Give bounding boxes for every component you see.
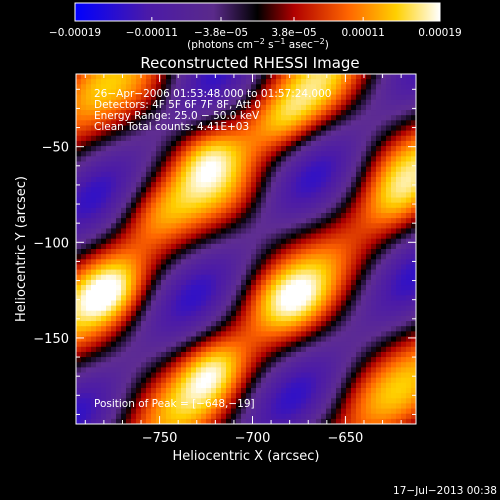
x-tick-label: −700 <box>235 431 271 446</box>
x-tick-label: −750 <box>142 431 178 446</box>
annotation-counts: Clean Total counts: 4.41E+03 <box>94 121 249 133</box>
y-tick-labels: −50 −100 −150 <box>33 141 69 347</box>
heatmap-image <box>76 74 416 424</box>
y-tick-label: −150 <box>33 332 69 347</box>
colorbar-tick-label: −0.00019 <box>49 27 101 39</box>
x-tick-labels: −750 −700 −650 <box>142 431 364 446</box>
info-annotations: 26−Apr−2006 01:53:48.000 to 01:57:24.000… <box>94 88 331 133</box>
axis-ticks <box>76 74 416 424</box>
chart-title: Reconstructed RHESSI Image <box>140 54 359 72</box>
colorbar-tick-label: −0.00011 <box>126 27 178 39</box>
plot-frame <box>75 73 417 425</box>
peak-position-label: Position of Peak = [−648,−19] <box>94 398 255 410</box>
colorbar-tick-label: −3.8e−05 <box>194 27 248 39</box>
annotation-detectors: Detectors: 4F 5F 6F 7F 8F, Att 0 <box>94 99 261 111</box>
annotation-energy: Energy Range: 25.0 − 50.0 keV <box>94 110 260 122</box>
colorbar-ticks <box>74 17 441 21</box>
colorbar <box>74 2 441 22</box>
y-tick-label: −100 <box>33 236 69 251</box>
colorbar-units: (photons cm−2 s−1 asec−2) <box>187 37 329 51</box>
colorbar-tick-label: 0.00019 <box>418 27 461 39</box>
colorbar-tick-label: 0.00011 <box>341 27 384 39</box>
colorbar-tick-label: 3.8e−05 <box>271 27 316 39</box>
y-tick-label: −50 <box>42 141 69 156</box>
x-tick-label: −650 <box>328 431 364 446</box>
colorbar-tick-labels: −0.00019 −0.00011 −3.8e−05 3.8e−05 0.00011 0.… <box>49 27 462 39</box>
x-axis-label: Heliocentric X (arcsec) <box>173 449 320 464</box>
y-axis-label: Heliocentric Y (arcsec) <box>14 176 29 322</box>
annotation-time: 26−Apr−2006 01:53:48.000 to 01:57:24.000 <box>94 88 331 100</box>
timestamp: 17−Jul−2013 00:38 <box>393 485 497 497</box>
